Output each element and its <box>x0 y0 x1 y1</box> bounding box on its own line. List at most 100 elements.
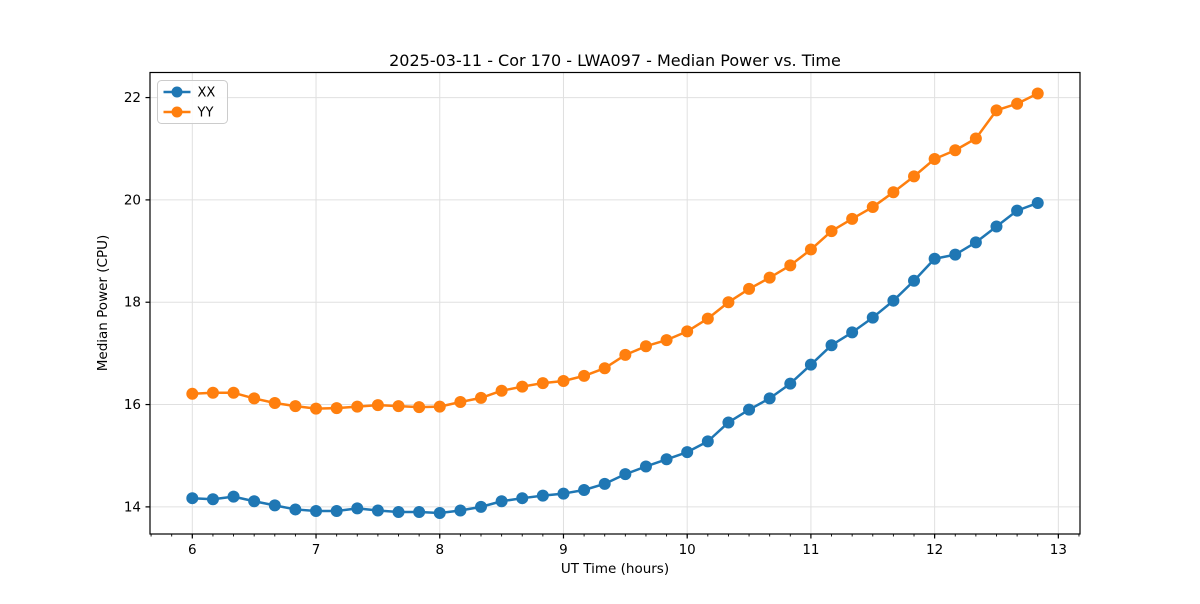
series <box>186 87 1044 520</box>
data-point-marker <box>701 435 714 448</box>
plot-border <box>149 71 1081 535</box>
data-point-marker <box>392 400 405 413</box>
data-point-marker <box>949 144 962 157</box>
data-point-marker <box>1031 87 1044 100</box>
data-point-marker <box>351 400 364 413</box>
x-tick-label: 12 <box>926 542 943 558</box>
data-point-marker <box>433 400 446 413</box>
legend-marker <box>171 86 183 98</box>
data-point-marker <box>454 396 467 408</box>
data-point-marker <box>990 220 1003 233</box>
y-axis-label: Median Power (CPU) <box>95 235 111 371</box>
data-point-marker <box>619 468 632 481</box>
data-point-marker <box>371 399 384 412</box>
x-tick-label: 11 <box>802 542 819 558</box>
data-point-marker <box>598 362 611 375</box>
data-point-marker <box>825 225 838 238</box>
data-point-marker <box>639 340 652 353</box>
data-point-marker <box>310 402 323 415</box>
data-point-marker <box>804 358 817 371</box>
data-point-marker <box>186 387 199 400</box>
data-point-marker <box>887 186 900 199</box>
axis-ticks <box>145 96 1080 539</box>
data-point-marker <box>248 392 261 405</box>
data-point-marker <box>846 326 859 339</box>
data-point-marker <box>763 271 776 284</box>
y-tick-label: 20 <box>124 192 141 208</box>
data-point-marker <box>495 495 508 508</box>
data-point-marker <box>969 132 982 145</box>
chart-title: 2025-03-11 - Cor 170 - LWA097 - Median P… <box>389 51 841 70</box>
data-point-marker <box>454 504 467 517</box>
data-point-marker <box>887 294 900 307</box>
data-point-marker <box>557 375 570 388</box>
data-point-marker <box>928 152 941 165</box>
y-tick-label: 14 <box>124 499 141 515</box>
grid <box>150 72 1080 534</box>
data-point-marker <box>743 282 756 295</box>
legend-label: XX <box>198 86 216 101</box>
y-tick-label: 18 <box>124 295 141 311</box>
data-point-marker <box>248 495 261 508</box>
x-tick-label: 8 <box>435 542 444 558</box>
data-point-marker <box>330 402 343 415</box>
data-point-marker <box>289 400 302 413</box>
data-point-marker <box>1031 196 1044 209</box>
y-tick-label: 22 <box>124 90 141 106</box>
data-point-marker <box>392 506 405 518</box>
x-tick-label: 7 <box>312 542 321 558</box>
data-point-marker <box>557 487 570 500</box>
data-point-marker <box>578 484 591 496</box>
data-point-marker <box>495 384 508 397</box>
data-point-marker <box>908 274 921 287</box>
data-point-marker <box>928 252 941 265</box>
y-tick-label: 16 <box>124 397 141 413</box>
data-point-marker <box>268 499 281 512</box>
x-tick-label: 10 <box>679 542 696 558</box>
data-point-marker <box>536 489 549 502</box>
data-point-marker <box>330 504 343 517</box>
legend-label: YY <box>197 106 214 121</box>
data-point-marker <box>784 259 797 272</box>
legend-box <box>157 80 228 124</box>
series-line <box>191 92 1039 410</box>
data-point-marker <box>990 104 1003 117</box>
data-point-marker <box>268 397 281 410</box>
data-point-marker <box>310 504 323 517</box>
data-point-marker <box>351 502 364 515</box>
data-point-marker <box>763 392 776 405</box>
data-point-marker <box>722 416 735 429</box>
data-point-marker <box>681 325 694 338</box>
data-point-marker <box>433 507 446 520</box>
data-point-marker <box>578 369 591 382</box>
data-point-marker <box>908 170 921 183</box>
series-line <box>191 201 1039 515</box>
data-point-marker <box>186 492 199 505</box>
legend-entry-yy: YY <box>163 106 214 121</box>
data-point-marker <box>598 477 611 490</box>
data-point-marker <box>619 348 632 361</box>
data-point-marker <box>949 248 962 261</box>
data-point-marker <box>227 490 240 503</box>
data-point-marker <box>804 243 817 256</box>
data-point-marker <box>866 201 879 214</box>
data-point-marker <box>825 339 838 352</box>
data-point-marker <box>206 493 219 506</box>
data-point-marker <box>289 503 302 516</box>
data-point-marker <box>681 446 694 459</box>
data-point-marker <box>227 386 240 399</box>
data-point-marker <box>866 311 879 324</box>
data-point-marker <box>1011 97 1024 110</box>
data-point-marker <box>846 212 859 225</box>
data-point-marker <box>206 386 219 399</box>
tick-labels: 6 7 8 9 10 11 12 13 14 16 18 20 22 <box>124 90 1067 558</box>
legend: XX YY <box>157 80 228 124</box>
data-point-marker <box>413 506 426 518</box>
data-point-marker <box>701 312 714 325</box>
data-point-marker <box>516 492 529 505</box>
data-point-marker <box>660 453 673 466</box>
x-axis-label: UT Time (hours) <box>561 561 669 577</box>
data-point-marker <box>536 377 549 390</box>
